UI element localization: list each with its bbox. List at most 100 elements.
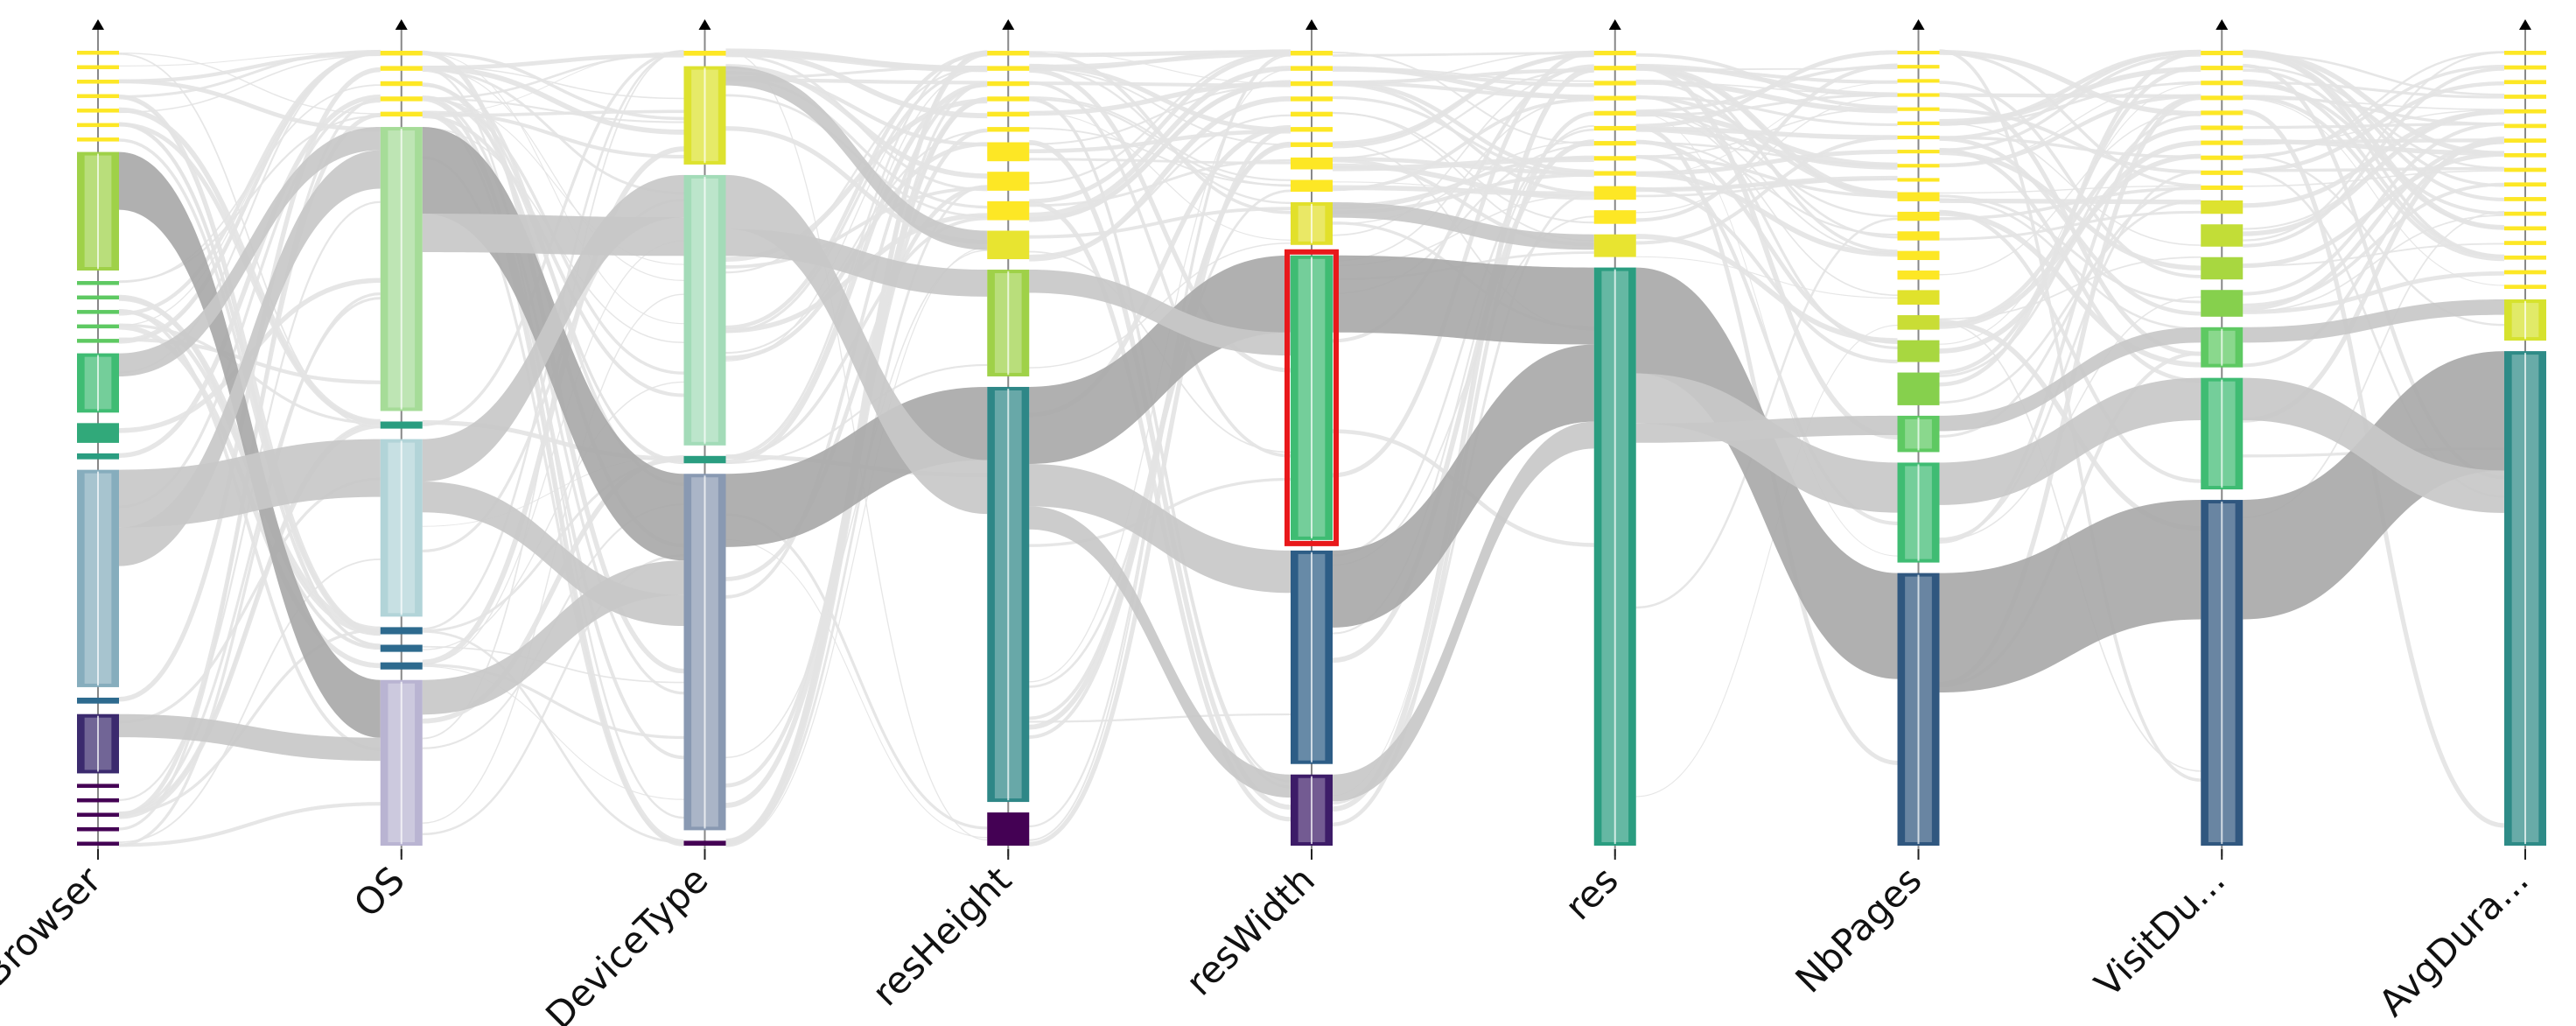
category-bar[interactable] (1593, 66, 1636, 71)
category-bar[interactable] (1897, 290, 1940, 306)
category-bar[interactable] (987, 66, 1030, 71)
category-bar[interactable] (1897, 51, 1940, 55)
category-bar[interactable] (2504, 152, 2546, 158)
category-bar[interactable] (1897, 135, 1940, 140)
category-bar[interactable] (2201, 185, 2244, 190)
category-bar[interactable] (380, 66, 423, 71)
category-bar[interactable] (77, 137, 119, 142)
category-bar[interactable] (1593, 210, 1636, 224)
category-bar[interactable] (1593, 125, 1636, 131)
category-bar[interactable] (2504, 241, 2546, 245)
category-bar[interactable] (2504, 226, 2546, 231)
category-bar[interactable] (380, 51, 423, 56)
category-bar[interactable] (1291, 157, 1333, 170)
category-bar[interactable] (2504, 255, 2546, 260)
category-bar[interactable] (1897, 164, 1940, 168)
category-bar[interactable] (987, 51, 1030, 56)
category-bar[interactable] (1897, 271, 1940, 280)
category-bar[interactable] (77, 65, 119, 70)
category-bar[interactable] (77, 423, 119, 443)
category-bar[interactable] (1897, 150, 1940, 154)
category-bar[interactable] (987, 111, 1030, 117)
category-bar[interactable] (77, 51, 119, 55)
category-bar[interactable] (1593, 234, 1636, 257)
category-bar[interactable] (1897, 372, 1940, 405)
category-bar[interactable] (2504, 65, 2546, 70)
category-bar[interactable] (2504, 123, 2546, 129)
category-bar[interactable] (1291, 51, 1333, 56)
category-bar[interactable] (1593, 95, 1636, 101)
category-bar[interactable] (2504, 211, 2546, 216)
category-bar[interactable] (2504, 285, 2546, 290)
category-bar[interactable] (1897, 65, 1940, 69)
category-bar[interactable] (77, 109, 119, 113)
category-bar[interactable] (1291, 81, 1333, 87)
category-bar[interactable] (380, 644, 423, 652)
category-bar[interactable] (2201, 110, 2244, 116)
category-bar[interactable] (2504, 182, 2546, 187)
category-bar[interactable] (77, 94, 119, 99)
category-bar[interactable] (77, 324, 119, 329)
category-bar[interactable] (987, 127, 1030, 132)
category-bar[interactable] (2201, 140, 2244, 145)
category-bar[interactable] (1897, 79, 1940, 83)
category-bar[interactable] (77, 784, 119, 788)
category-bar[interactable] (77, 339, 119, 343)
category-bar[interactable] (683, 51, 726, 56)
category-bar[interactable] (2504, 51, 2546, 55)
category-bar[interactable] (1291, 66, 1333, 71)
category-bar[interactable] (1593, 171, 1636, 176)
category-bar[interactable] (77, 453, 119, 460)
category-bar[interactable] (1897, 340, 1940, 362)
category-bar[interactable] (1897, 178, 1940, 182)
category-bar[interactable] (77, 826, 119, 832)
category-bar[interactable] (1593, 186, 1636, 200)
category-bar[interactable] (380, 111, 423, 117)
category-bar[interactable] (1593, 51, 1636, 56)
category-bar[interactable] (1897, 315, 1940, 330)
category-bar[interactable] (2504, 95, 2546, 99)
category-bar[interactable] (2201, 125, 2244, 130)
category-bar[interactable] (380, 662, 423, 670)
category-bar[interactable] (2504, 197, 2546, 201)
category-bar[interactable] (987, 812, 1030, 846)
category-bar[interactable] (77, 123, 119, 128)
category-bar[interactable] (683, 455, 726, 464)
category-bar[interactable] (2201, 200, 2244, 214)
category-bar[interactable] (987, 172, 1030, 191)
category-bar[interactable] (1897, 192, 1940, 201)
category-bar[interactable] (1897, 231, 1940, 241)
category-bar[interactable] (683, 840, 726, 846)
category-bar[interactable] (2201, 155, 2244, 160)
category-bar[interactable] (987, 81, 1030, 87)
category-bar[interactable] (2201, 66, 2244, 71)
category-bar[interactable] (77, 295, 119, 300)
category-bar[interactable] (1897, 121, 1940, 125)
category-bar[interactable] (2201, 51, 2244, 56)
category-bar[interactable] (2504, 80, 2546, 85)
category-bar[interactable] (987, 230, 1030, 260)
category-bar[interactable] (1291, 179, 1333, 193)
category-bar[interactable] (987, 96, 1030, 102)
category-bar[interactable] (1897, 93, 1940, 97)
category-bar[interactable] (2201, 256, 2244, 280)
selection-highlight-box[interactable] (1284, 249, 1339, 546)
category-bar[interactable] (77, 697, 119, 704)
category-bar[interactable] (1897, 250, 1940, 261)
category-bar[interactable] (2504, 138, 2546, 143)
category-bar[interactable] (2504, 270, 2546, 275)
category-bar[interactable] (1593, 110, 1636, 116)
category-bar[interactable] (987, 142, 1030, 162)
category-bar[interactable] (2201, 95, 2244, 101)
category-bar[interactable] (1593, 141, 1636, 146)
category-bar[interactable] (380, 421, 423, 429)
category-bar[interactable] (380, 81, 423, 87)
category-bar[interactable] (77, 310, 119, 314)
category-bar[interactable] (1291, 96, 1333, 102)
category-bar[interactable] (77, 798, 119, 803)
category-bar[interactable] (77, 812, 119, 817)
category-bar[interactable] (380, 96, 423, 102)
category-bar[interactable] (1593, 81, 1636, 86)
category-bar[interactable] (2504, 109, 2546, 114)
category-bar[interactable] (2201, 224, 2244, 247)
